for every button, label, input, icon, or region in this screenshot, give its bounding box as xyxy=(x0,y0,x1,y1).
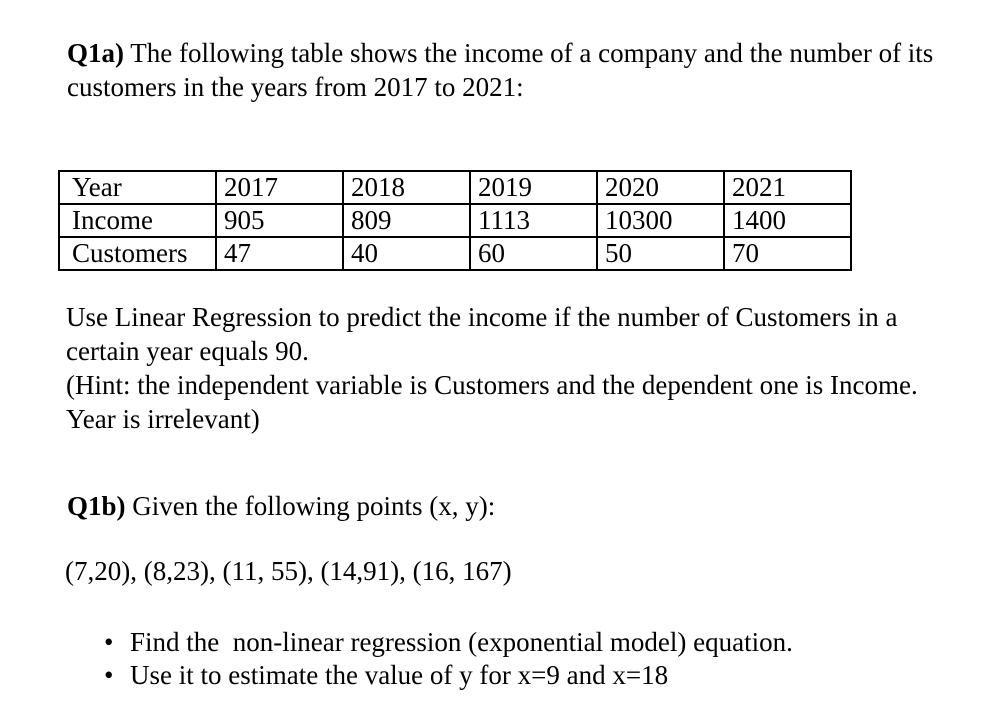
q1b-heading: Q1b) Given the following points (x, y): xyxy=(67,489,495,523)
table-cell-customers-2020: 50 xyxy=(596,236,725,271)
table-cell-year-2018: 2018 xyxy=(342,170,471,205)
table-cell-customers-2019: 60 xyxy=(469,236,598,271)
q1a-task-paragraph: Use Linear Regression to predict the inc… xyxy=(66,300,918,436)
q1b-intro-text: Given the following points (x, y): xyxy=(125,491,496,521)
table-cell-year-2019: 2019 xyxy=(469,170,598,205)
q1a-hint-line-2: Year is irrelevant) xyxy=(66,404,260,434)
table-cell-income-2019: 1113 xyxy=(469,203,598,238)
q1a-label: Q1a) xyxy=(67,38,124,68)
table-cell-income-2017: 905 xyxy=(215,203,344,238)
q1b-label: Q1b) xyxy=(67,491,126,521)
bullet-icon: • xyxy=(104,627,114,657)
q1a-intro-line-2: customers in the years from 2017 to 2021… xyxy=(67,72,524,102)
q1b-points: (7,20), (8,23), (11, 55), (14,91), (16, … xyxy=(65,554,512,588)
q1b-heading-line: Q1b) Given the following points (x, y): xyxy=(67,489,495,523)
table-cell-customers-2017: 47 xyxy=(215,236,344,271)
table-cell-customers-2021: 70 xyxy=(723,236,852,271)
list-item: • Find the non-linear regression (expone… xyxy=(104,626,793,659)
table-cell-income-2018: 809 xyxy=(342,203,471,238)
bullet-icon: • xyxy=(104,660,114,690)
row-header-customers: Customers xyxy=(58,236,217,271)
q1a-intro-line-1: Q1a) The following table shows the incom… xyxy=(67,36,933,70)
table-row-income: Income 905 809 1113 10300 1400 xyxy=(58,203,852,238)
q1b-bullet-list: • Find the non-linear regression (expone… xyxy=(104,626,793,692)
q1a-intro-text-1: The following table shows the income of … xyxy=(124,38,934,68)
table-cell-customers-2018: 40 xyxy=(342,236,471,271)
table-cell-year-2020: 2020 xyxy=(596,170,725,205)
bullet-text-estimate-y: Use it to estimate the value of y for x=… xyxy=(130,660,669,690)
q1a-task-line-2: certain year equals 90. xyxy=(66,336,309,366)
list-item: • Use it to estimate the value of y for … xyxy=(104,659,793,692)
q1a-intro-paragraph: Q1a) The following table shows the incom… xyxy=(67,36,933,104)
table-row-year: Year 2017 2018 2019 2020 2021 xyxy=(58,170,852,205)
table-cell-income-2021: 1400 xyxy=(723,203,852,238)
q1a-task-line-1: Use Linear Regression to predict the inc… xyxy=(66,302,898,332)
table-cell-income-2020: 10300 xyxy=(596,203,725,238)
q1b-points-line: (7,20), (8,23), (11, 55), (14,91), (16, … xyxy=(65,556,512,586)
bullet-text-find-equation: Find the non-linear regression (exponent… xyxy=(130,627,793,657)
row-header-income: Income xyxy=(58,203,217,238)
table-cell-year-2017: 2017 xyxy=(215,170,344,205)
row-header-year: Year xyxy=(58,170,217,205)
table-row-customers: Customers 47 40 60 50 70 xyxy=(58,236,852,271)
income-customers-table: Year 2017 2018 2019 2020 2021 Income 905… xyxy=(58,170,852,271)
q1a-hint-line-1: (Hint: the independent variable is Custo… xyxy=(66,370,918,400)
table-cell-year-2021: 2021 xyxy=(723,170,852,205)
